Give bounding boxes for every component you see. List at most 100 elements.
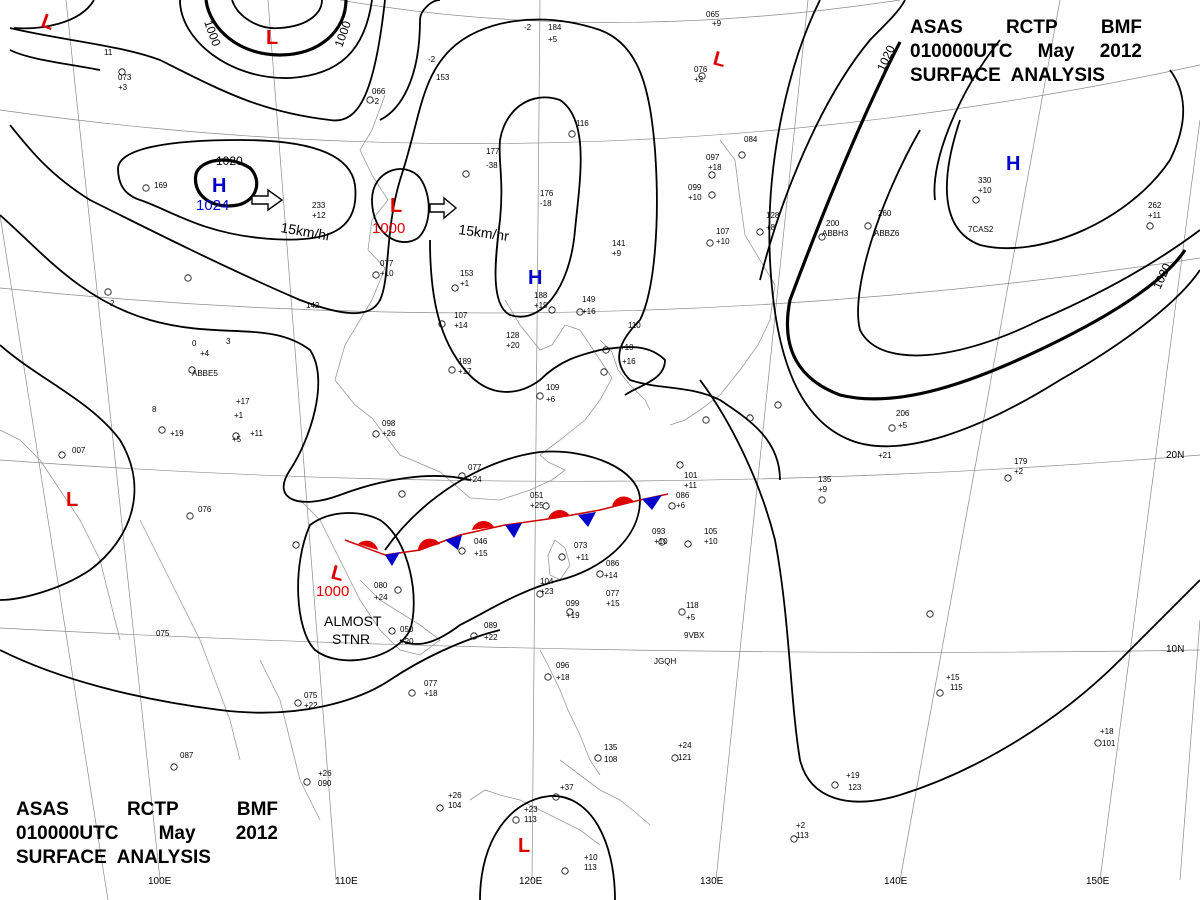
- station-plot-value: +16: [582, 307, 596, 316]
- station-plot-value: +19: [846, 771, 860, 780]
- station-plot-value: +11: [576, 553, 590, 562]
- isobar-small-low: [371, 168, 430, 243]
- station-plot-value: 123: [848, 783, 862, 792]
- station-plot-value: +23: [540, 587, 554, 596]
- title-top-row3: SURFACE ANALYSIS: [910, 65, 1105, 86]
- coast-korea: [599, 339, 651, 411]
- station-plot-value: +14: [604, 571, 618, 580]
- station-plot-value: 179: [1014, 457, 1028, 466]
- lon-label-110e: 110E: [335, 876, 358, 887]
- lat-label-20n: 20N: [1166, 450, 1184, 461]
- meridian-100e: [65, 0, 161, 881]
- station-plot-value: 233: [312, 201, 326, 210]
- station-plot-value: 142: [306, 301, 320, 310]
- low-symbol-north: L: [266, 27, 278, 49]
- parallel-40n: [0, 64, 1200, 144]
- title-top-code: BMF: [1100, 17, 1142, 38]
- title-bottom-row1: ASAS RCTP BMF: [16, 798, 278, 822]
- lon-label-130e: 130E: [700, 876, 724, 887]
- isobar-top-left-low: [13, 0, 95, 30]
- station-plot-value: 11: [104, 48, 113, 57]
- station-plot-value: 097: [706, 153, 720, 162]
- isobar-north-low-core: [231, 0, 323, 30]
- parallel-20n: [0, 454, 1200, 482]
- station-plot-value: +21: [878, 451, 892, 460]
- isobar-front-low: [297, 512, 415, 662]
- station-plot-value: 153: [460, 269, 474, 278]
- station-plot-value: 099: [566, 599, 580, 608]
- cold-front-barb-3: [505, 523, 522, 538]
- station-plot-value: +6: [546, 395, 556, 404]
- frontal-system: [344, 493, 669, 566]
- station-plot-value: +11: [250, 429, 264, 438]
- station-plot-value: +4: [200, 349, 210, 358]
- station-plot-value: 128: [766, 211, 780, 220]
- warm-front-lobe-2: [418, 538, 440, 550]
- isobar-pacific-core: [946, 69, 1185, 250]
- station-plot-value: +11: [684, 481, 698, 490]
- lon-label-120e: 120E: [519, 876, 543, 887]
- cold-front-barb-5: [642, 495, 662, 510]
- station-plot-value: 0: [0, 0, 5, 2]
- station-plot-value: +26: [448, 791, 462, 800]
- high-symbol-mongolia: H: [212, 175, 226, 197]
- isobar-high-1024: [193, 158, 259, 208]
- isobar-north-low-outer: [179, 0, 373, 79]
- station-plot-value: 177: [486, 147, 500, 156]
- isobar-h-center: [494, 96, 582, 318]
- station-plot-value: +26: [382, 429, 396, 438]
- motion-arrows: [251, 188, 458, 220]
- warm-front-lobe-4: [548, 510, 570, 519]
- station-plot-value: +19: [170, 429, 184, 438]
- station-plot-value: 7CAS2: [968, 225, 994, 234]
- station-plot-value: +10: [716, 237, 730, 246]
- isobar-label-1020-a: 1020: [216, 154, 243, 168]
- title-top-center: RCTP: [1005, 17, 1058, 38]
- meridian-160e: [1179, 619, 1200, 881]
- station-plot-value: 118: [686, 601, 699, 610]
- title-bottom-row3: SURFACE ANALYSIS: [16, 847, 211, 868]
- station-plot-value: 065: [706, 10, 720, 19]
- station-plot-value: +15: [946, 673, 960, 682]
- station-plot-value: 007: [72, 446, 86, 455]
- high-symbol-pacific: H: [1006, 153, 1020, 175]
- high-symbol-central: H: [528, 267, 542, 289]
- coast-china: [334, 94, 613, 501]
- station-plot-value: +18: [708, 163, 722, 172]
- station-plot-value: 110: [628, 321, 641, 330]
- station-plot-value: -18: [540, 199, 552, 208]
- parallel-10n: [0, 627, 1200, 653]
- station-plot-value: +1: [460, 279, 470, 288]
- isobar-pacific-outer: [759, 0, 906, 281]
- high-pressure-mongolia: 1024: [196, 197, 229, 214]
- cold-front-barb-1: [385, 552, 400, 566]
- meridian-150e: [1099, 119, 1200, 881]
- isobar-south-china: [384, 450, 641, 645]
- station-plot-value: 135: [818, 475, 832, 484]
- station-plot-value: 075: [156, 629, 170, 638]
- station-plot-value: 104: [448, 801, 462, 810]
- station-plot-value: 107: [454, 311, 468, 320]
- parallel-50n: [339, 0, 901, 23]
- station-plot-value: 093: [652, 527, 666, 536]
- title-top-year: 2012: [1099, 41, 1142, 62]
- station-plot-value: 135: [604, 743, 618, 752]
- isobar-pacific-1: [768, 0, 1200, 448]
- station-plot-value: 107: [716, 227, 730, 236]
- station-plot-value: +20: [400, 637, 414, 646]
- station-plot-value: +5: [548, 35, 558, 44]
- station-plot-value: 113: [584, 863, 597, 872]
- station-plot-value: JGQH: [654, 657, 676, 666]
- station-plot-value: 104: [540, 577, 554, 586]
- station-plot-value: +8: [766, 223, 776, 232]
- station-plot-value: 105: [704, 527, 718, 536]
- station-plot-value: 101: [684, 471, 698, 480]
- isobar-coastal: [429, 239, 666, 396]
- station-plot-value: 046: [474, 537, 488, 546]
- station-plot-value: +12: [312, 211, 326, 220]
- station-plot-value: 116: [576, 119, 589, 128]
- isobar-pacific-inner: [857, 129, 1200, 357]
- station-plot-value: +6: [0, 0, 10, 2]
- station-plot-value: 066: [372, 87, 386, 96]
